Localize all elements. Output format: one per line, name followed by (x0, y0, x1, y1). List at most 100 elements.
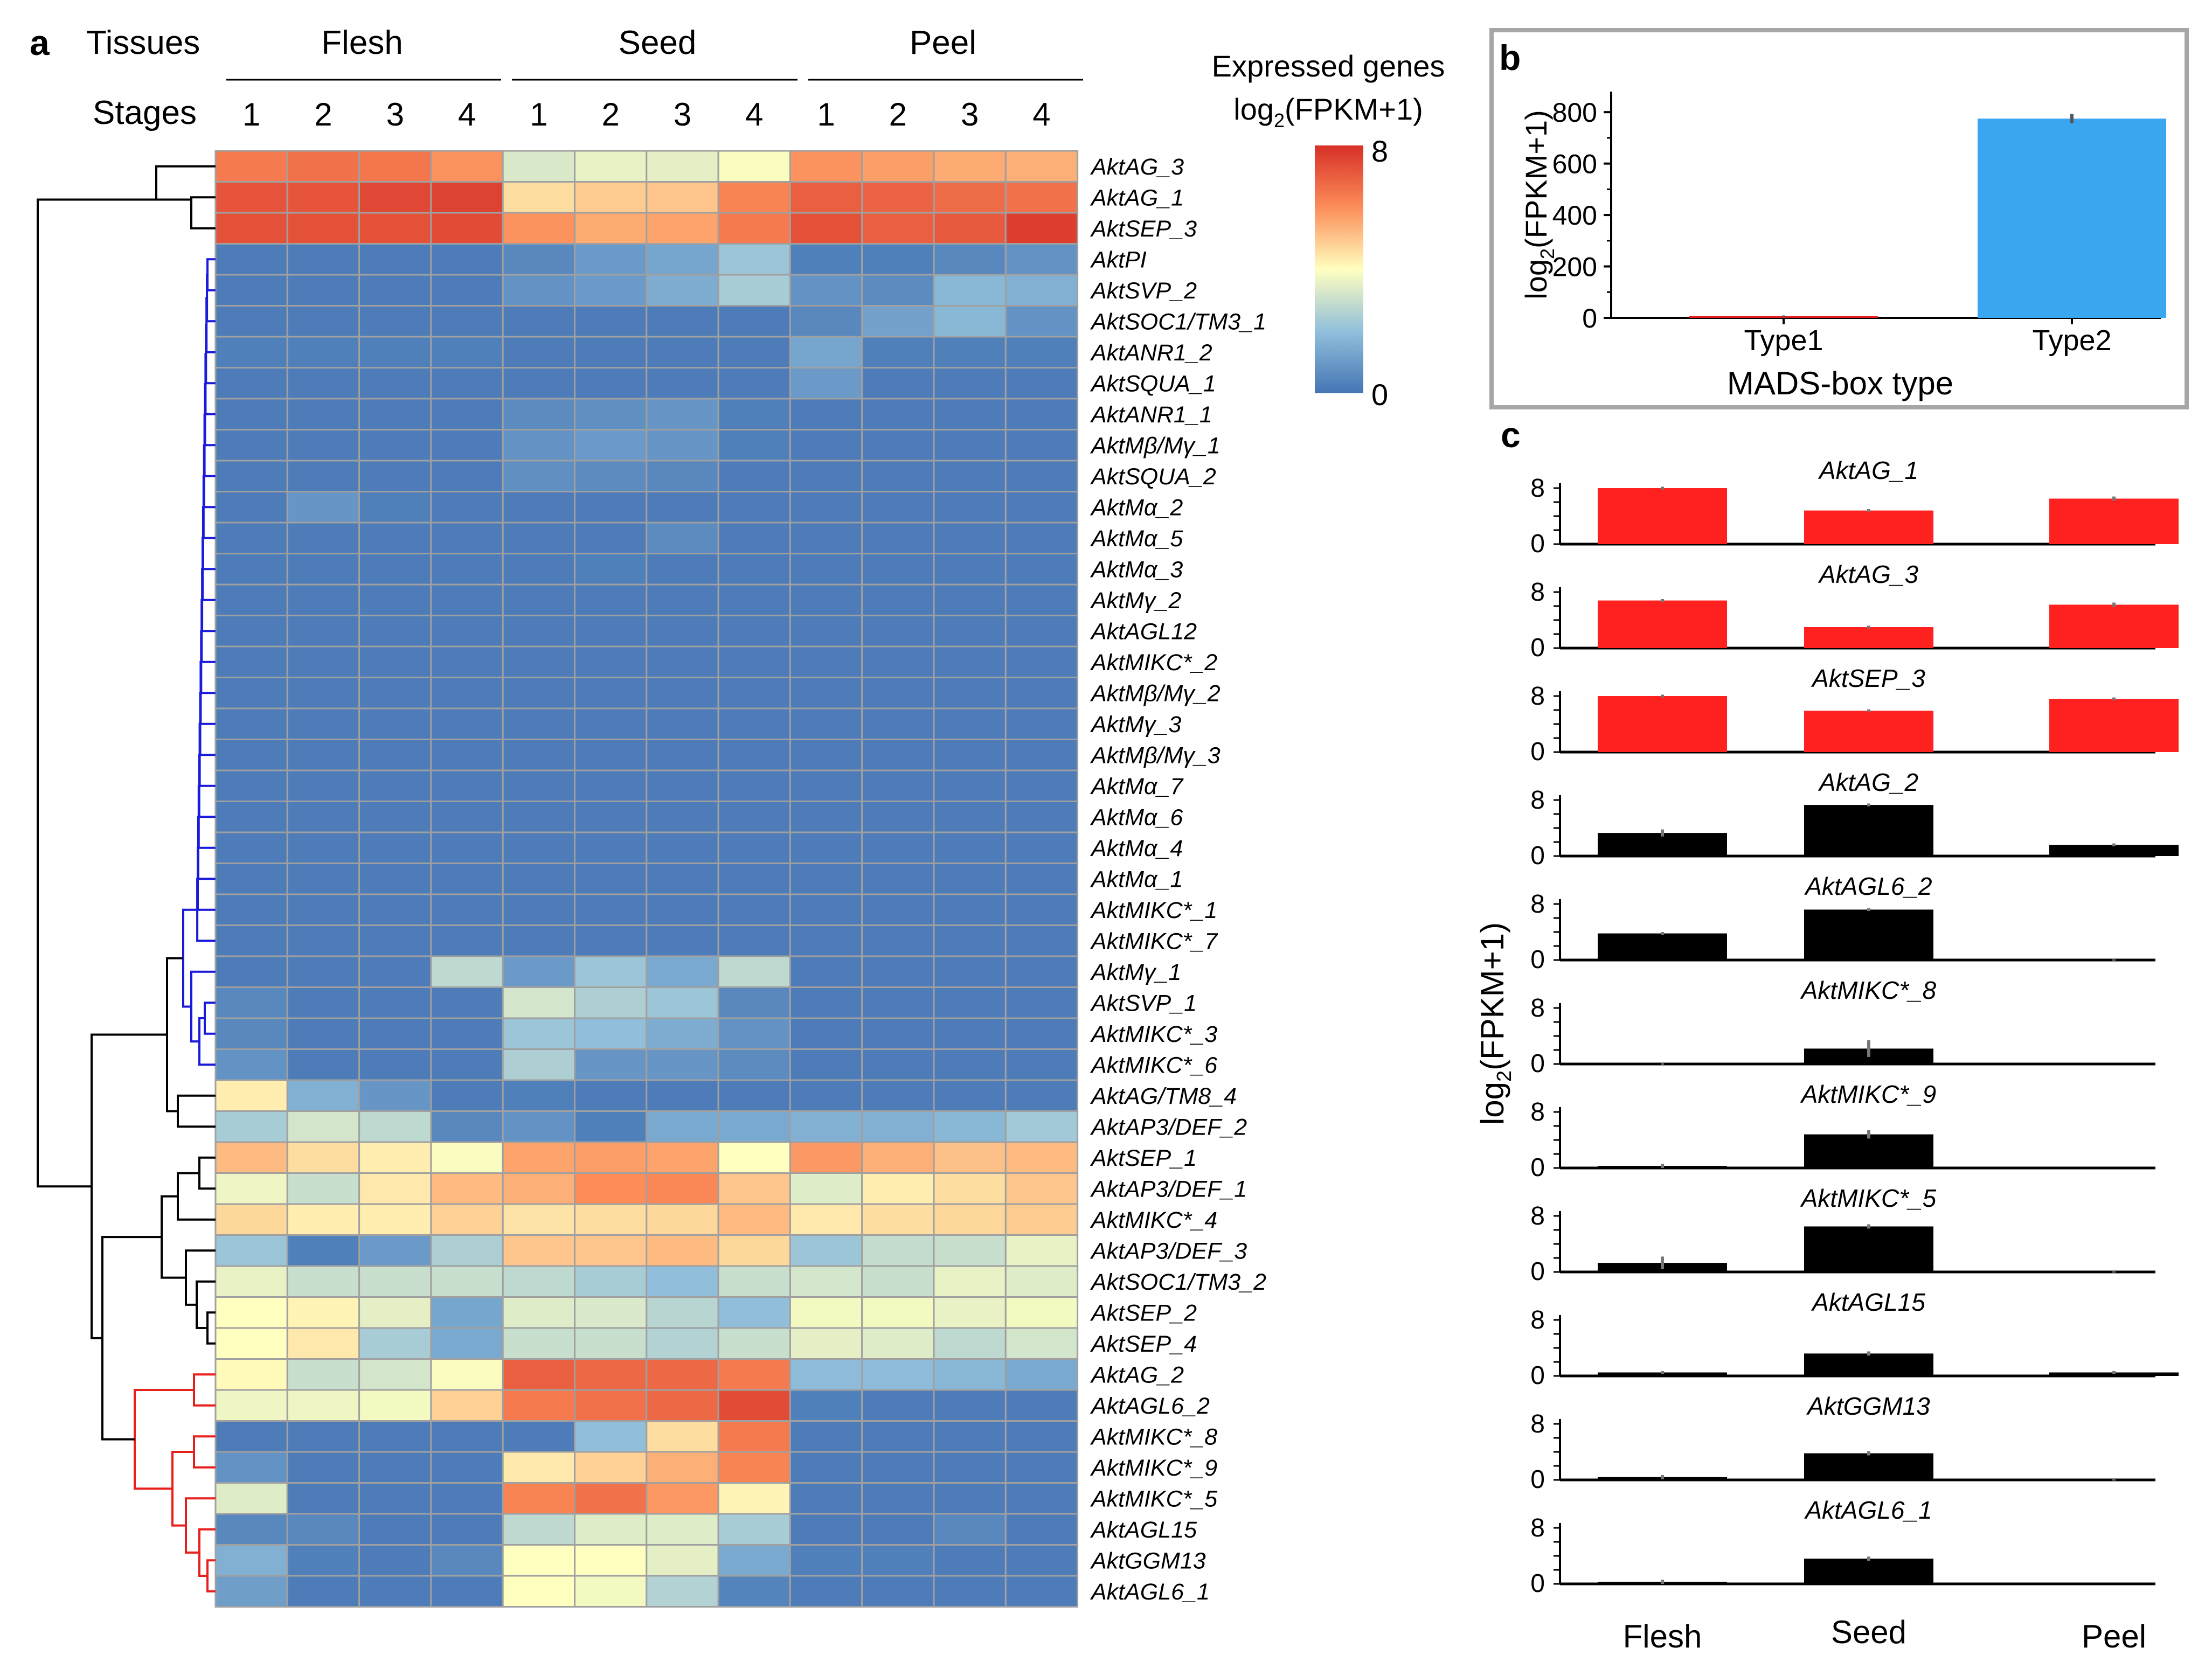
stage-label: 4 (745, 96, 763, 133)
heatmap-cell (214, 1234, 288, 1267)
panel-c-subplot-title: AktAG_1 (1818, 456, 1918, 484)
heatmap-cell (286, 677, 360, 710)
heatmap-cell (358, 1482, 432, 1515)
heatmap-cell (430, 212, 504, 245)
colorbar-title-log: log (1233, 92, 1274, 126)
heatmap-cell (214, 1327, 288, 1360)
heatmap-cell (1004, 1358, 1079, 1391)
heatmap-cell (430, 1296, 504, 1329)
heatmap-cell (861, 1234, 935, 1267)
heatmap-cell (717, 1172, 791, 1205)
heatmap-cell (502, 1513, 576, 1546)
panel-c-bar (1804, 1134, 1933, 1168)
heatmap-cell (358, 491, 432, 524)
heatmap-cell (430, 1327, 504, 1360)
heatmap-cell (502, 1048, 576, 1081)
panel-b-ylabel-log: log (1519, 259, 1553, 300)
heatmap-cell (861, 1544, 935, 1577)
heatmap-cell (574, 1296, 648, 1329)
heatmap-cell (502, 583, 576, 616)
heatmap-cell (286, 1296, 360, 1329)
gene-label: AktMIKC*_9 (1090, 1455, 1217, 1481)
heatmap-cell (933, 429, 1007, 462)
heatmap-cell (646, 1172, 719, 1205)
heatmap-cell (933, 1513, 1007, 1546)
heatmap-cell (430, 336, 504, 368)
heatmap-cell (717, 1575, 791, 1608)
dendrogram-link (134, 1389, 194, 1490)
heatmap-cell (214, 924, 288, 957)
heatmap-cell (933, 150, 1007, 183)
heatmap-cell (430, 645, 504, 678)
heatmap-cell (861, 739, 935, 771)
heatmap-cell (358, 1079, 432, 1112)
heatmap-cell (286, 1172, 360, 1205)
gene-label: AktMIKC*_8 (1090, 1424, 1217, 1450)
heatmap-cell (574, 521, 648, 554)
tissue-label-seed: Seed (619, 24, 697, 61)
heatmap-cell (358, 367, 432, 400)
heatmap-cell (1004, 181, 1079, 214)
panel-c-ylabel-log: log (1474, 1082, 1510, 1125)
heatmap-cell (646, 924, 719, 957)
gene-label: AktSVP_2 (1090, 278, 1197, 304)
heatmap-cell (502, 305, 576, 338)
heatmap-cell (646, 243, 719, 276)
heatmap-cell (933, 1234, 1007, 1267)
panel-c-bar (1804, 1453, 1933, 1480)
gene-label: AktMβ/Mγ_1 (1090, 433, 1221, 458)
heatmap-cell (861, 460, 935, 492)
heatmap-cell (286, 1451, 360, 1484)
heatmap-cell (1004, 1265, 1079, 1298)
heatmap-cell (717, 181, 791, 214)
gene-label: AktAG/TM8_4 (1090, 1083, 1237, 1109)
heatmap-cell (286, 398, 360, 430)
heatmap-cell (286, 460, 360, 492)
heatmap-cell (286, 615, 360, 648)
heatmap-cell (430, 274, 504, 307)
heatmap-cell (430, 553, 504, 586)
heatmap-cell (286, 1575, 360, 1608)
panel-c-subplot-title: AktMIKC*_5 (1800, 1184, 1937, 1212)
heatmap-cell (502, 521, 576, 554)
panel-c-subplot: AktMIKC*_5 0 8 (1530, 1184, 2155, 1286)
heatmap-cell (358, 863, 432, 895)
panel-c-subplot-title: AktMIKC*_8 (1800, 976, 1937, 1004)
heatmap-cell (646, 893, 719, 926)
heatmap-cell (933, 831, 1007, 864)
heatmap-cell (861, 212, 935, 245)
heatmap-cell (574, 1575, 648, 1608)
gene-label: AktSOC1/TM3_1 (1090, 309, 1266, 335)
heatmap-cell (214, 955, 288, 988)
heatmap-cell (286, 769, 360, 802)
gene-label: AktAGL12 (1090, 618, 1197, 644)
heatmap-cell (358, 1389, 432, 1422)
heatmap-cell (789, 1327, 863, 1360)
colorbar-title-sub: 2 (1274, 109, 1285, 131)
dendrogram-link (206, 258, 216, 291)
heatmap-cell (933, 1172, 1007, 1205)
heatmap-cell (358, 1575, 432, 1608)
heatmap-cell (717, 739, 791, 771)
heatmap-cell (214, 1017, 288, 1050)
heatmap-cell (286, 739, 360, 771)
heatmap-cell (933, 1358, 1007, 1391)
gene-label: AktMα_4 (1090, 836, 1183, 861)
heatmap-cell (286, 553, 360, 586)
heatmap-cell (933, 274, 1007, 307)
heatmap-cell (430, 801, 504, 833)
heatmap-cell (789, 863, 863, 895)
gene-label: AktSEP_1 (1090, 1145, 1197, 1171)
heatmap-cell (574, 1265, 648, 1298)
heatmap-cell (286, 429, 360, 462)
stage-label: 4 (458, 96, 476, 133)
heatmap-cell (430, 583, 504, 616)
heatmap-cell (861, 1172, 935, 1205)
heatmap-cell (214, 769, 288, 802)
heatmap-cell (214, 986, 288, 1019)
heatmap-cell (502, 955, 576, 988)
heatmap-cell (1004, 1110, 1079, 1143)
heatmap-cell (646, 707, 719, 740)
heatmap-cell (286, 336, 360, 368)
